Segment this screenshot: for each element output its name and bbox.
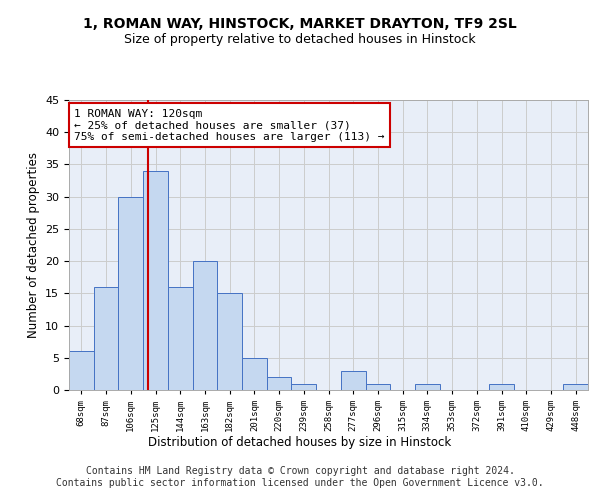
Bar [94,287,118,390]
Bar [69,352,94,390]
Bar [489,384,514,390]
Bar [563,384,588,390]
Bar [242,358,267,390]
Text: 1 ROMAN WAY: 120sqm
← 25% of detached houses are smaller (37)
75% of semi-detach: 1 ROMAN WAY: 120sqm ← 25% of detached ho… [74,108,385,142]
Bar [415,384,440,390]
Bar [118,196,143,390]
Bar [365,384,390,390]
Bar [292,384,316,390]
Text: 1, ROMAN WAY, HINSTOCK, MARKET DRAYTON, TF9 2SL: 1, ROMAN WAY, HINSTOCK, MARKET DRAYTON, … [83,18,517,32]
Bar [168,287,193,390]
Y-axis label: Number of detached properties: Number of detached properties [26,152,40,338]
Bar [267,377,292,390]
Bar [193,261,217,390]
Text: Size of property relative to detached houses in Hinstock: Size of property relative to detached ho… [124,32,476,46]
Bar [217,294,242,390]
Text: Distribution of detached houses by size in Hinstock: Distribution of detached houses by size … [148,436,452,449]
Bar [341,370,365,390]
Bar [143,171,168,390]
Text: Contains HM Land Registry data © Crown copyright and database right 2024.
Contai: Contains HM Land Registry data © Crown c… [56,466,544,487]
